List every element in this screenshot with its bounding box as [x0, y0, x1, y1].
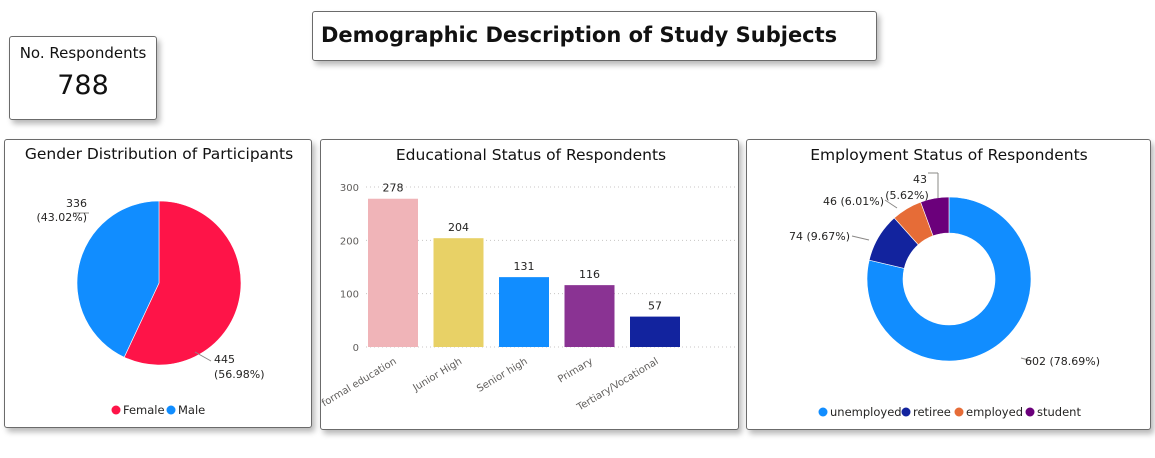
legend-female: Female [123, 403, 165, 417]
education-chart-title: Educational Status of Respondents [396, 146, 666, 164]
legend-employed: employed [966, 405, 1023, 419]
male-pct-label: (43.02%) [36, 211, 87, 224]
x-tick-label-senior-high: Senior high [475, 356, 529, 395]
unemployed-label: 602 (78.69%) [1025, 355, 1100, 368]
legend-male: Male [178, 403, 205, 417]
female-pct-label: (56.98%) [214, 368, 265, 381]
slice-female[interactable] [123, 200, 242, 366]
employment-legend: unemployed retiree employed student [818, 405, 1081, 419]
retiree-label: 74 (9.67%) [789, 230, 850, 243]
data-label-primary: 116 [579, 268, 600, 281]
data-label-no-formal-education: 278 [383, 182, 404, 195]
legend-unemployed: unemployed [830, 405, 902, 419]
female-value-label: 445 [214, 353, 235, 366]
gender-chart-card: Gender Distribution of Participants 336 … [4, 139, 312, 428]
data-label-junior-high: 204 [448, 221, 469, 234]
respondents-kpi-card: No. Respondents 788 [9, 36, 157, 120]
employed-label: 46 (6.01%) [823, 195, 884, 208]
bar-senior-high[interactable] [499, 277, 549, 347]
x-tick-label-no-formal-education: No formal education [321, 356, 399, 418]
x-tick-label-primary: Primary [556, 356, 595, 385]
data-label-tertiary-vocational: 57 [648, 300, 662, 313]
kpi-label: No. Respondents [19, 44, 147, 62]
bar-tertiary-vocational[interactable] [630, 316, 680, 347]
slice-student[interactable] [920, 196, 950, 237]
education-chart-card: Educational Status of Respondents 0 100 20… [320, 139, 739, 430]
student-value-label: 43 [913, 173, 927, 186]
y-tick-label: 100 [340, 290, 359, 301]
legend-student-marker [1025, 407, 1035, 417]
legend-unemployed-marker [818, 407, 828, 417]
gender-pie-chart: Gender Distribution of Participants 336 … [25, 145, 293, 417]
y-tick-label: 0 [353, 343, 359, 354]
legend-male-marker [166, 405, 176, 415]
legend-retiree: retiree [913, 405, 951, 419]
gender-chart-title: Gender Distribution of Participants [25, 145, 293, 163]
student-pct-label: (5.62%) [885, 189, 929, 202]
y-tick-label: 200 [340, 236, 359, 247]
bar-primary[interactable] [564, 285, 615, 347]
legend-employed-marker [954, 407, 964, 417]
title-card: Demographic Description of Study Subject… [312, 11, 877, 61]
slice-unemployed[interactable] [866, 196, 1032, 362]
data-label-senior-high: 131 [514, 260, 535, 273]
legend-student: student [1037, 405, 1081, 419]
kpi-value: 788 [57, 70, 109, 101]
bar-no-formal-education[interactable] [368, 198, 418, 347]
employment-chart-title: Employment Status of Respondents [810, 146, 1088, 164]
gender-legend: Female Male [111, 403, 205, 417]
legend-female-marker [111, 405, 121, 415]
male-value-label: 336 [66, 197, 87, 210]
x-tick-label-junior-high: Junior High [411, 356, 464, 394]
employment-chart-card: Employment Status of Respondents 602 (78… [746, 139, 1151, 430]
y-tick-label: 300 [340, 183, 359, 194]
bar-junior-high[interactable] [433, 238, 484, 347]
education-bar-chart: Educational Status of Respondents 0 100 20… [321, 146, 736, 418]
legend-retiree-marker [901, 407, 911, 417]
employment-donut-chart: Employment Status of Respondents 602 (78… [789, 146, 1100, 419]
page-title: Demographic Description of Study Subject… [321, 23, 838, 47]
slice-male[interactable] [76, 200, 160, 358]
